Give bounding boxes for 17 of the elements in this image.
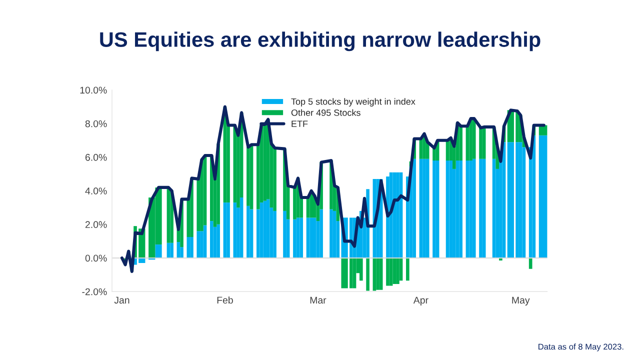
text: Data as of 8 May 2023. [538,344,624,352]
x-tick-label: Mar [310,296,326,304]
x-tick-label: Feb [217,296,233,304]
y-tick-label: 8.0% [85,120,107,128]
y-tick-label: 0.0% [85,254,107,262]
chart-title: US Equities are exhibiting narrow leadership [100,32,540,52]
x-tick-label: Apr [413,296,428,306]
legend-label: Other 495 Stocks [291,109,360,116]
y-tick-label: 2.0% [85,221,107,228]
x-tick-label: May [512,296,530,306]
y-tick-label: 10.0% [80,86,107,94]
y-tick-label: -2.0% [82,288,107,296]
x-tick-label: Jan [114,296,130,304]
legend-label: ETF [292,120,308,127]
y-tick-label: 6.0% [85,154,107,161]
y-tick-label: 4.0% [85,188,107,194]
legend-label: Top 5 stocks by weight in index [291,98,416,107]
